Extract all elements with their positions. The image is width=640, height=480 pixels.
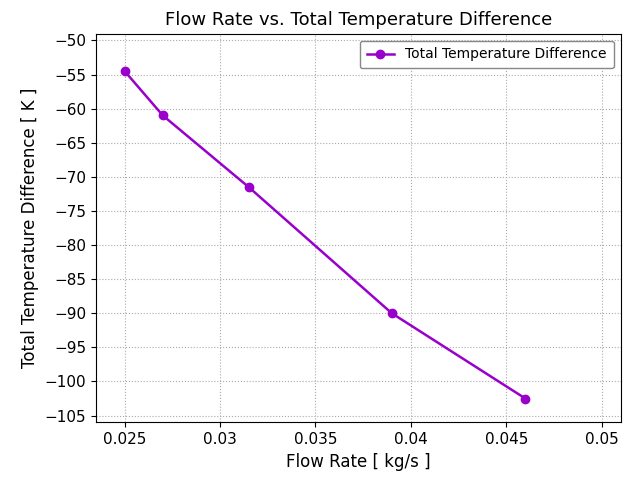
Title: Flow Rate vs. Total Temperature Difference: Flow Rate vs. Total Temperature Differen… bbox=[164, 11, 552, 29]
Total Temperature Difference bbox=[522, 396, 529, 401]
X-axis label: Flow Rate [ kg/s ]: Flow Rate [ kg/s ] bbox=[286, 453, 431, 471]
Total Temperature Difference bbox=[159, 113, 166, 119]
Total Temperature Difference bbox=[121, 68, 129, 74]
Total Temperature Difference bbox=[388, 311, 396, 316]
Legend: Total Temperature Difference: Total Temperature Difference bbox=[360, 40, 614, 69]
Y-axis label: Total Temperature Difference [ K ]: Total Temperature Difference [ K ] bbox=[21, 88, 39, 368]
Line: Total Temperature Difference: Total Temperature Difference bbox=[120, 67, 529, 403]
Total Temperature Difference bbox=[245, 184, 253, 190]
